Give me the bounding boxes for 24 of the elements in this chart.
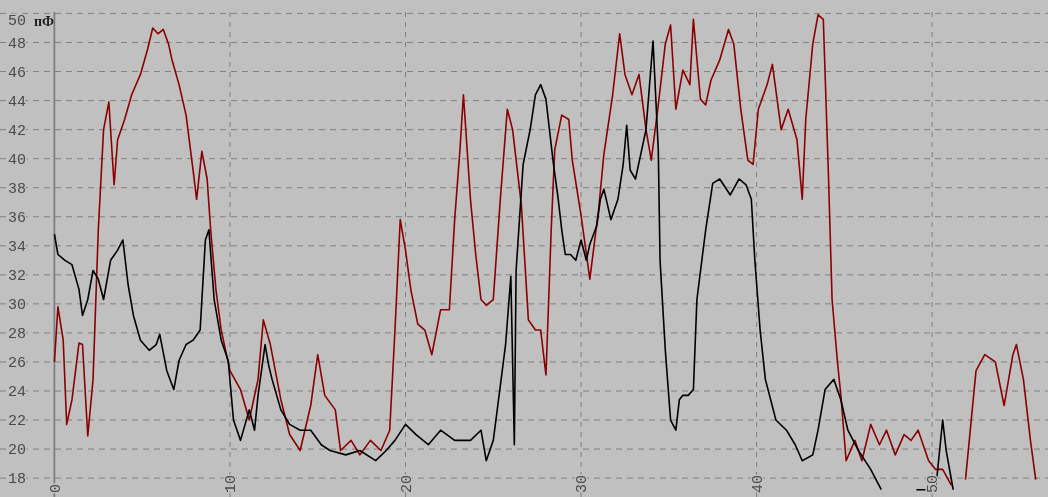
y-tick-label: 50 — [8, 13, 27, 31]
x-tick-label: 30 — [574, 474, 592, 493]
y-tick-label: 34 — [8, 239, 27, 257]
y-tick-label: 44 — [8, 93, 27, 111]
y-tick-label: 42 — [8, 122, 27, 140]
y-axis-title: пФ — [34, 13, 55, 29]
x-tick-label: 40 — [749, 474, 767, 493]
y-tick-label: 38 — [8, 180, 27, 198]
y-tick-label: 20 — [8, 442, 27, 460]
x-tick-label: 20 — [398, 474, 416, 493]
y-tick-label: 28 — [8, 326, 27, 344]
y-tick-label: 30 — [8, 297, 27, 315]
y-tick-label: 48 — [8, 35, 27, 53]
x-tick-label: 0 — [47, 483, 65, 493]
y-tick-label: 26 — [8, 355, 27, 373]
x-tick-label: 50 — [925, 474, 943, 493]
y-tick-label: 46 — [8, 64, 27, 82]
y-tick-label: 22 — [8, 413, 27, 431]
y-tick-label: 24 — [8, 384, 27, 402]
y-tick-label: 36 — [8, 210, 27, 227]
y-tick-label: 40 — [8, 151, 27, 169]
y-tick-label: 32 — [8, 268, 27, 286]
x-tick-label: 10 — [223, 474, 241, 493]
y-tick-label: 18 — [8, 471, 27, 489]
